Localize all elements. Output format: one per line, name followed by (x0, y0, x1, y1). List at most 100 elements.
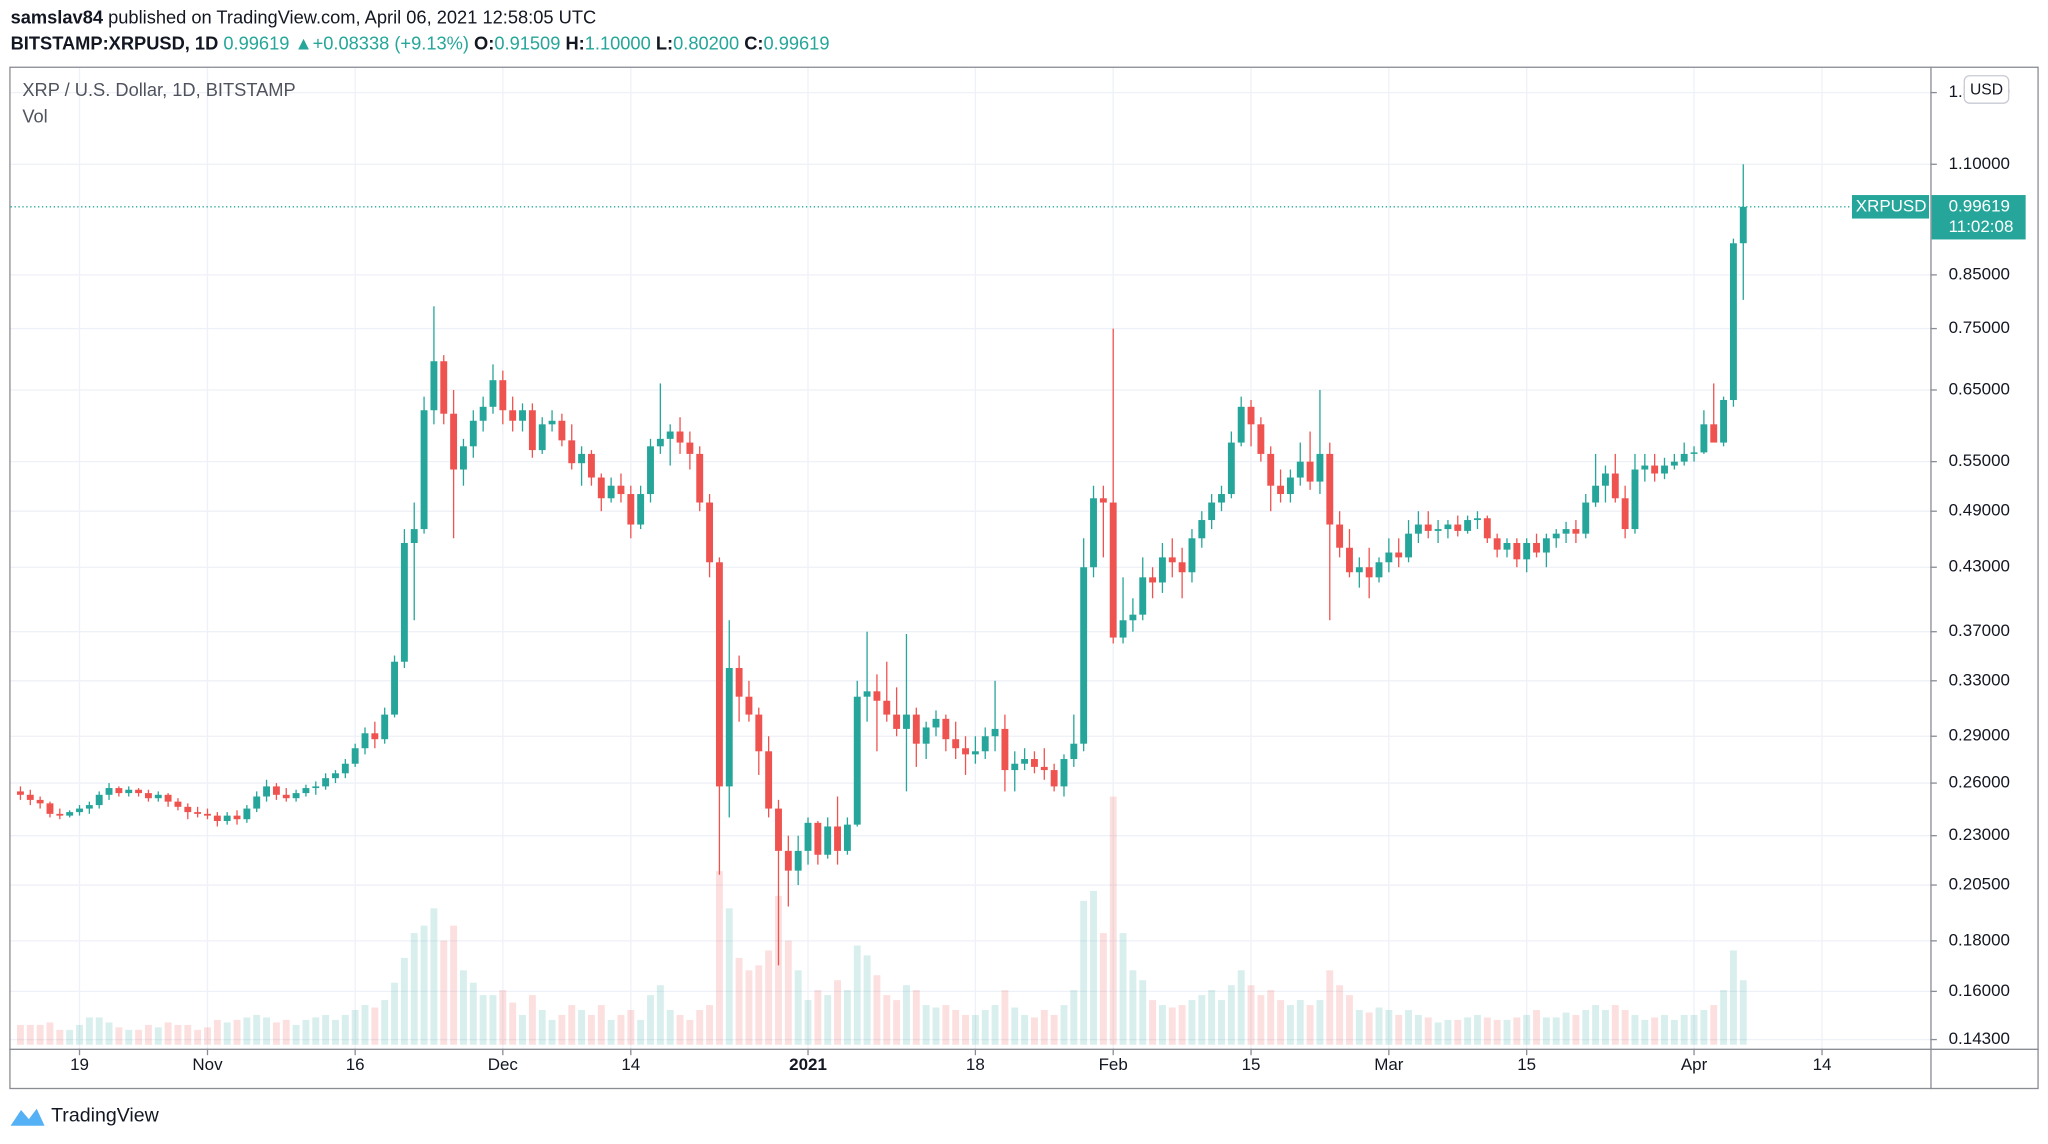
volume-bar (292, 1024, 300, 1045)
volume-bar (1661, 1014, 1668, 1045)
candle-body (587, 453, 595, 478)
volume-bar (814, 990, 822, 1045)
volume-bar (1523, 1014, 1531, 1045)
candle-body (391, 661, 398, 715)
volume-bar (135, 1029, 143, 1045)
candle-body (1503, 542, 1511, 550)
arrow: ▲ (294, 32, 312, 53)
volume-bar (1631, 1014, 1639, 1045)
candle-body (981, 736, 989, 752)
candle-body (1316, 453, 1324, 482)
candle-body (952, 739, 960, 749)
y-tick-label: 0.14300 (1949, 1029, 2010, 1048)
candle-body (1729, 243, 1737, 400)
volume-bar (962, 1014, 969, 1045)
candle-body (450, 413, 458, 470)
volume-bar (1286, 1005, 1294, 1045)
candle-body (233, 815, 241, 820)
volume-bar (1562, 1012, 1570, 1045)
price: 0.99619 (223, 32, 289, 53)
volume-bar (1050, 1014, 1058, 1045)
candle-body (1405, 533, 1412, 558)
pane-border (9, 66, 2039, 1090)
candle-body (1257, 424, 1265, 454)
currency[interactable]: USD (1970, 81, 2003, 98)
x-tick-label: Dec (488, 1055, 519, 1074)
volume-bar (1001, 990, 1009, 1045)
legend-title: XRP / U.S. Dollar, 1D, BITSTAMP (22, 79, 295, 100)
candle-body (1267, 453, 1275, 486)
volume-bar (36, 1024, 44, 1045)
volume-bar (1099, 933, 1107, 1045)
x-tick-label: 18 (966, 1055, 985, 1074)
candle-body (1198, 520, 1206, 539)
candle-body (863, 691, 871, 697)
candle-body (56, 813, 64, 816)
candle-body (420, 410, 428, 530)
candle-body (174, 801, 182, 807)
candle-body (489, 380, 497, 407)
candle-body (1474, 518, 1481, 521)
volume-bar (1375, 1007, 1383, 1045)
y-tick-label: 0.75000 (1949, 318, 2010, 337)
candle-body (548, 420, 556, 425)
volume-bar (873, 975, 881, 1045)
candle-body (1139, 577, 1147, 615)
candle-body (784, 850, 792, 871)
y-tick-label: 0.18000 (1949, 930, 2010, 949)
volume-bar (834, 980, 841, 1045)
currency-button[interactable]: USD (1963, 75, 2010, 104)
volume-bar (420, 925, 428, 1045)
x-tick-label: Feb (1099, 1055, 1128, 1074)
candle-body (1661, 465, 1668, 474)
y-tick-label: 0.49000 (1949, 501, 2010, 520)
volume-layer (16, 796, 1747, 1045)
candle-body (1385, 552, 1393, 563)
price-tag (1931, 195, 2026, 240)
volume-bar (548, 1019, 556, 1045)
volume-bar (371, 1007, 379, 1045)
volume-bar (430, 908, 438, 1045)
candle-body (204, 813, 211, 816)
candle-body (46, 803, 54, 814)
candle-body (1700, 424, 1708, 453)
candle-body (1031, 759, 1038, 767)
c-label: C: (744, 32, 763, 53)
candle-body (469, 420, 477, 447)
volume-bar (696, 1010, 704, 1045)
volume-bar (1119, 933, 1127, 1045)
volume-bar (381, 1000, 389, 1045)
candle-body (272, 786, 280, 795)
candle-body (1513, 542, 1521, 560)
change: +0.08338 (+9.13%) (313, 32, 469, 53)
volume-bar (1729, 950, 1737, 1045)
candle-body (932, 718, 940, 728)
volume-bar (676, 1014, 684, 1045)
candle-body (1178, 562, 1186, 573)
y-tick-label: 0.33000 (1949, 670, 2010, 689)
candle-body (460, 446, 467, 470)
candle-body (814, 822, 822, 855)
volume-bar (1592, 1005, 1600, 1045)
currency-box[interactable] (1963, 75, 2010, 104)
y-tick-label: 0.20500 (1949, 875, 2010, 894)
price-tags: XRPUSD 0.99619 11:02:08 (10, 195, 2026, 240)
volume-bar (1198, 995, 1206, 1045)
volume-bar (469, 982, 477, 1045)
candle-body (1651, 465, 1659, 474)
grid (10, 67, 1931, 1049)
volume-bar (1395, 1014, 1403, 1045)
candle-body (617, 485, 625, 495)
volume-bar (765, 950, 773, 1045)
volume-bar (1621, 1010, 1629, 1045)
candle-body (1562, 529, 1570, 534)
x-tick-label: 14 (1813, 1055, 1832, 1074)
volume-bar (1306, 1005, 1314, 1045)
price-tag-label: 0.99619 (1949, 196, 2010, 215)
candle-body (509, 410, 517, 421)
volume-bar (1611, 1005, 1619, 1045)
candle-body (1375, 562, 1383, 578)
volume-bar (538, 1010, 546, 1045)
candle-body (105, 788, 113, 795)
volume-bar (1316, 1000, 1324, 1045)
